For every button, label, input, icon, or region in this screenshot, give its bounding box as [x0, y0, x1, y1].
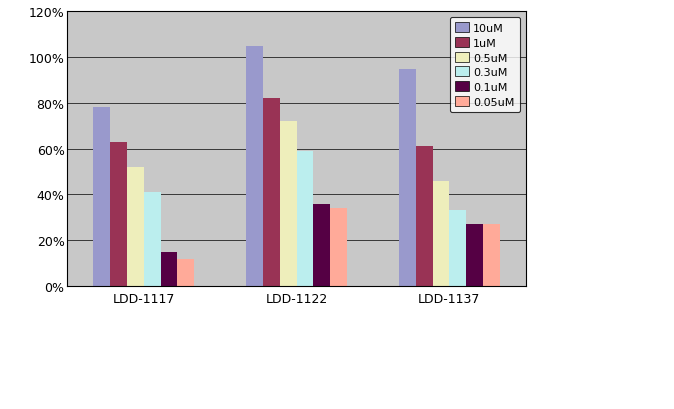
- Bar: [416, 147, 433, 286]
- Bar: [280, 122, 297, 286]
- Legend: 10uM, 1uM, 0.5uM, 0.3uM, 0.1uM, 0.05uM: 10uM, 1uM, 0.5uM, 0.3uM, 0.1uM, 0.05uM: [450, 18, 520, 113]
- Bar: [313, 204, 330, 286]
- Bar: [177, 259, 194, 286]
- Bar: [330, 209, 347, 286]
- Bar: [160, 252, 177, 286]
- Bar: [433, 181, 450, 286]
- Bar: [246, 47, 263, 286]
- Bar: [466, 225, 483, 286]
- Bar: [127, 168, 144, 286]
- Bar: [144, 193, 160, 286]
- Bar: [94, 108, 110, 286]
- Bar: [483, 225, 499, 286]
- Bar: [399, 70, 416, 286]
- Bar: [297, 152, 313, 286]
- Bar: [110, 142, 127, 286]
- Bar: [450, 211, 466, 286]
- Bar: [263, 99, 280, 286]
